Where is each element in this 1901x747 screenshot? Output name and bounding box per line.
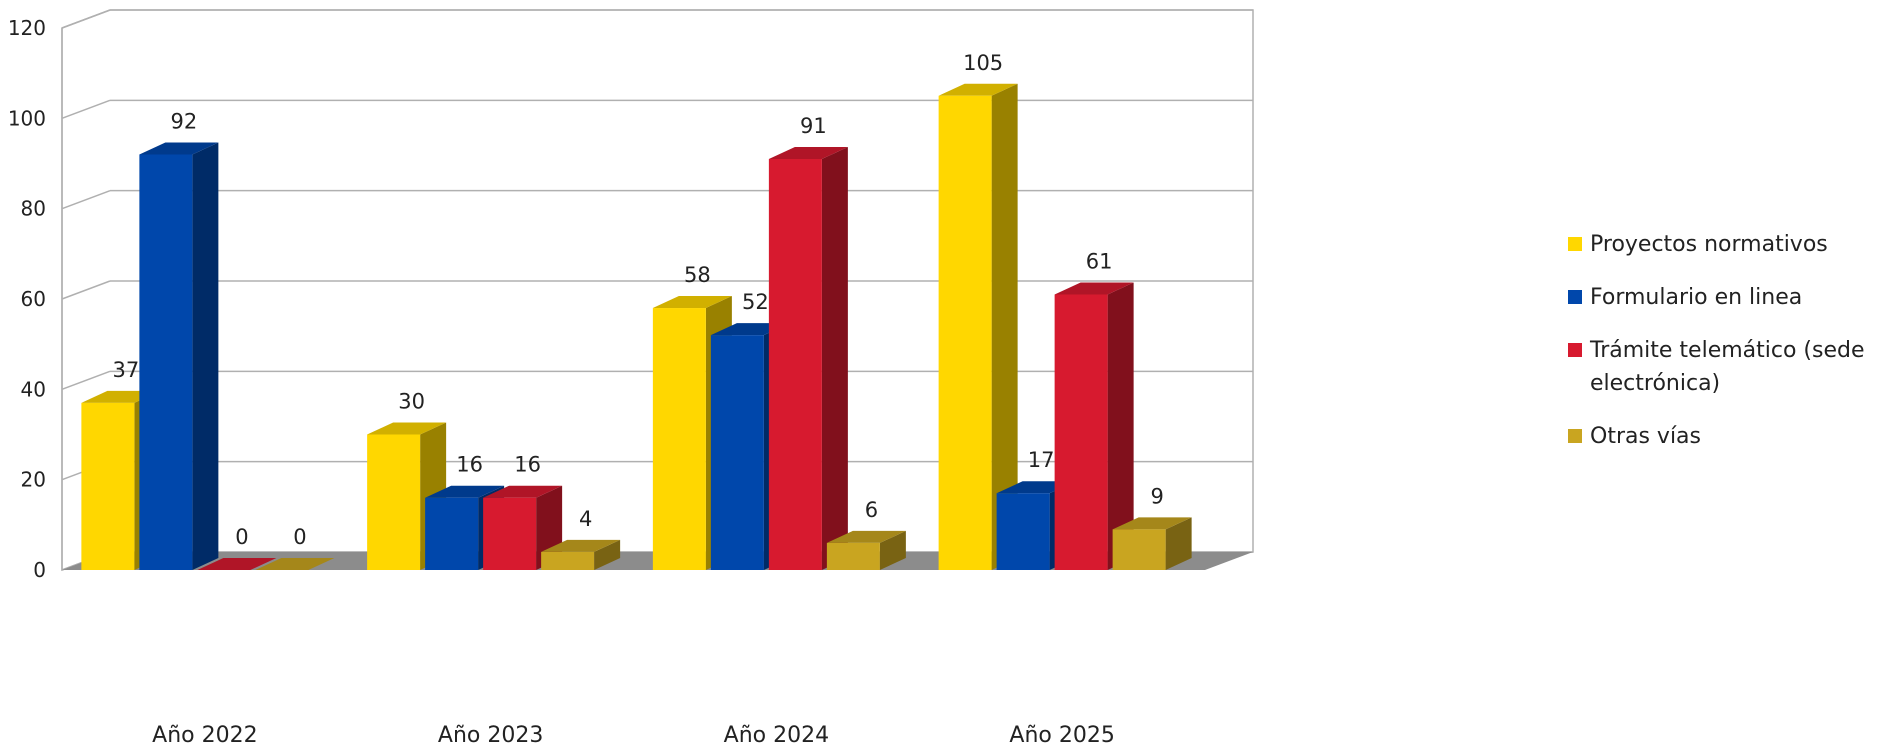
bar-side: [1107, 282, 1134, 570]
bar-top: [768, 146, 848, 159]
bar-front: [425, 497, 479, 570]
data-label: 58: [684, 263, 711, 287]
bar-front: [996, 493, 1050, 570]
bar: [541, 539, 621, 570]
bar: [197, 558, 277, 570]
y-tick-label: 20: [21, 468, 46, 492]
bar-front: [367, 434, 421, 570]
bar-top: [139, 142, 219, 155]
bar-front: [1054, 294, 1108, 570]
bar-front: [710, 335, 764, 570]
legend-label: Trámite telemático (sede electrónica): [1590, 338, 1865, 396]
bar-front: [541, 551, 595, 570]
data-label: 61: [1086, 249, 1113, 273]
data-label: 37: [113, 358, 140, 382]
bar: [139, 142, 219, 570]
bar-side: [594, 539, 621, 570]
bar-top: [1112, 517, 1192, 530]
data-label: 9: [1150, 484, 1163, 508]
x-tick-label: Año 2022: [152, 723, 257, 747]
gridline-diagonal: [61, 370, 111, 391]
legend-item: Formulario en linea: [1568, 281, 1898, 314]
gridline-diagonal: [61, 189, 111, 210]
data-label: 0: [235, 525, 248, 549]
x-tick-label: Año 2025: [1009, 723, 1114, 747]
bar: [768, 146, 848, 570]
legend-swatch-formulario-en-linea: [1568, 290, 1582, 304]
y-tick-label: 80: [21, 197, 46, 221]
gridline-diagonal: [61, 280, 111, 300]
legend-item: Otras vías: [1568, 420, 1898, 453]
bar-front: [81, 402, 135, 570]
data-label: 16: [456, 453, 483, 477]
legend-swatch-proyectos-normativos: [1568, 237, 1582, 251]
bar-side: [192, 142, 219, 570]
legend-label: Formulario en linea: [1590, 285, 1803, 310]
data-labels-layer: 37 92 0 0 30 16 16 4 58 52 91 6 105 17 61 9: [113, 51, 1164, 549]
data-label: 16: [514, 453, 541, 477]
legend-item: Trámite telemático (sede electrónica): [1568, 334, 1898, 400]
bar: [1054, 282, 1134, 570]
gridline-diagonal: [61, 9, 111, 29]
bar-side: [821, 146, 848, 570]
data-label: 30: [398, 390, 425, 414]
data-label: 92: [171, 109, 198, 133]
bar-front: [1112, 529, 1166, 570]
gridline-diagonal: [61, 99, 111, 120]
legend: Proyectos normativos Formulario en linea…: [1568, 228, 1898, 473]
bar: [938, 83, 1018, 570]
bar-top: [938, 83, 1018, 96]
bar: [255, 558, 335, 570]
bar-front: [826, 542, 880, 570]
bar-top: [826, 530, 906, 543]
data-label: 6: [865, 498, 878, 522]
x-tick-label: Año 2023: [438, 723, 543, 747]
bar-top: [255, 558, 335, 570]
bar-top: [367, 422, 447, 435]
bar: [826, 530, 906, 570]
bar-side: [879, 530, 906, 570]
x-tick-label: Año 2024: [724, 723, 829, 747]
bar-front: [483, 497, 537, 570]
bar-top: [197, 558, 277, 570]
x-axis-categories: Año 2022 Año 2023 Año 2024 Año 2025: [152, 723, 1115, 747]
y-tick-label: 40: [21, 377, 46, 401]
data-label: 17: [1028, 448, 1055, 472]
legend-swatch-tramite-telematico: [1568, 343, 1582, 357]
legend-swatch-otras-vias: [1568, 429, 1582, 443]
data-label: 91: [800, 114, 827, 138]
legend-item: Proyectos normativos: [1568, 228, 1898, 261]
bars-layer: [81, 83, 1192, 570]
y-tick-label: 60: [21, 287, 46, 311]
bar-front: [652, 308, 706, 570]
bar-top: [483, 485, 563, 498]
y-tick-label: 120: [8, 16, 46, 40]
bar-top: [541, 539, 621, 552]
bar-top: [652, 296, 732, 309]
y-axis-ticks: 0 20 40 60 80 100 120: [8, 16, 46, 582]
data-label: 105: [963, 51, 1003, 75]
bar: [1112, 517, 1192, 570]
data-label: 52: [742, 290, 769, 314]
bar-top: [425, 485, 505, 498]
legend-label: Otras vías: [1590, 424, 1701, 449]
bar-front: [139, 154, 193, 570]
y-tick-label: 0: [33, 558, 46, 582]
data-label: 4: [579, 507, 592, 531]
bar-front: [768, 158, 822, 570]
legend-label: Proyectos normativos: [1590, 232, 1828, 257]
bar-top: [1054, 282, 1134, 295]
data-label: 0: [293, 525, 306, 549]
bar-front: [938, 95, 992, 570]
bar-side: [991, 83, 1018, 570]
y-tick-label: 100: [8, 106, 46, 130]
bar-side: [1165, 517, 1192, 570]
